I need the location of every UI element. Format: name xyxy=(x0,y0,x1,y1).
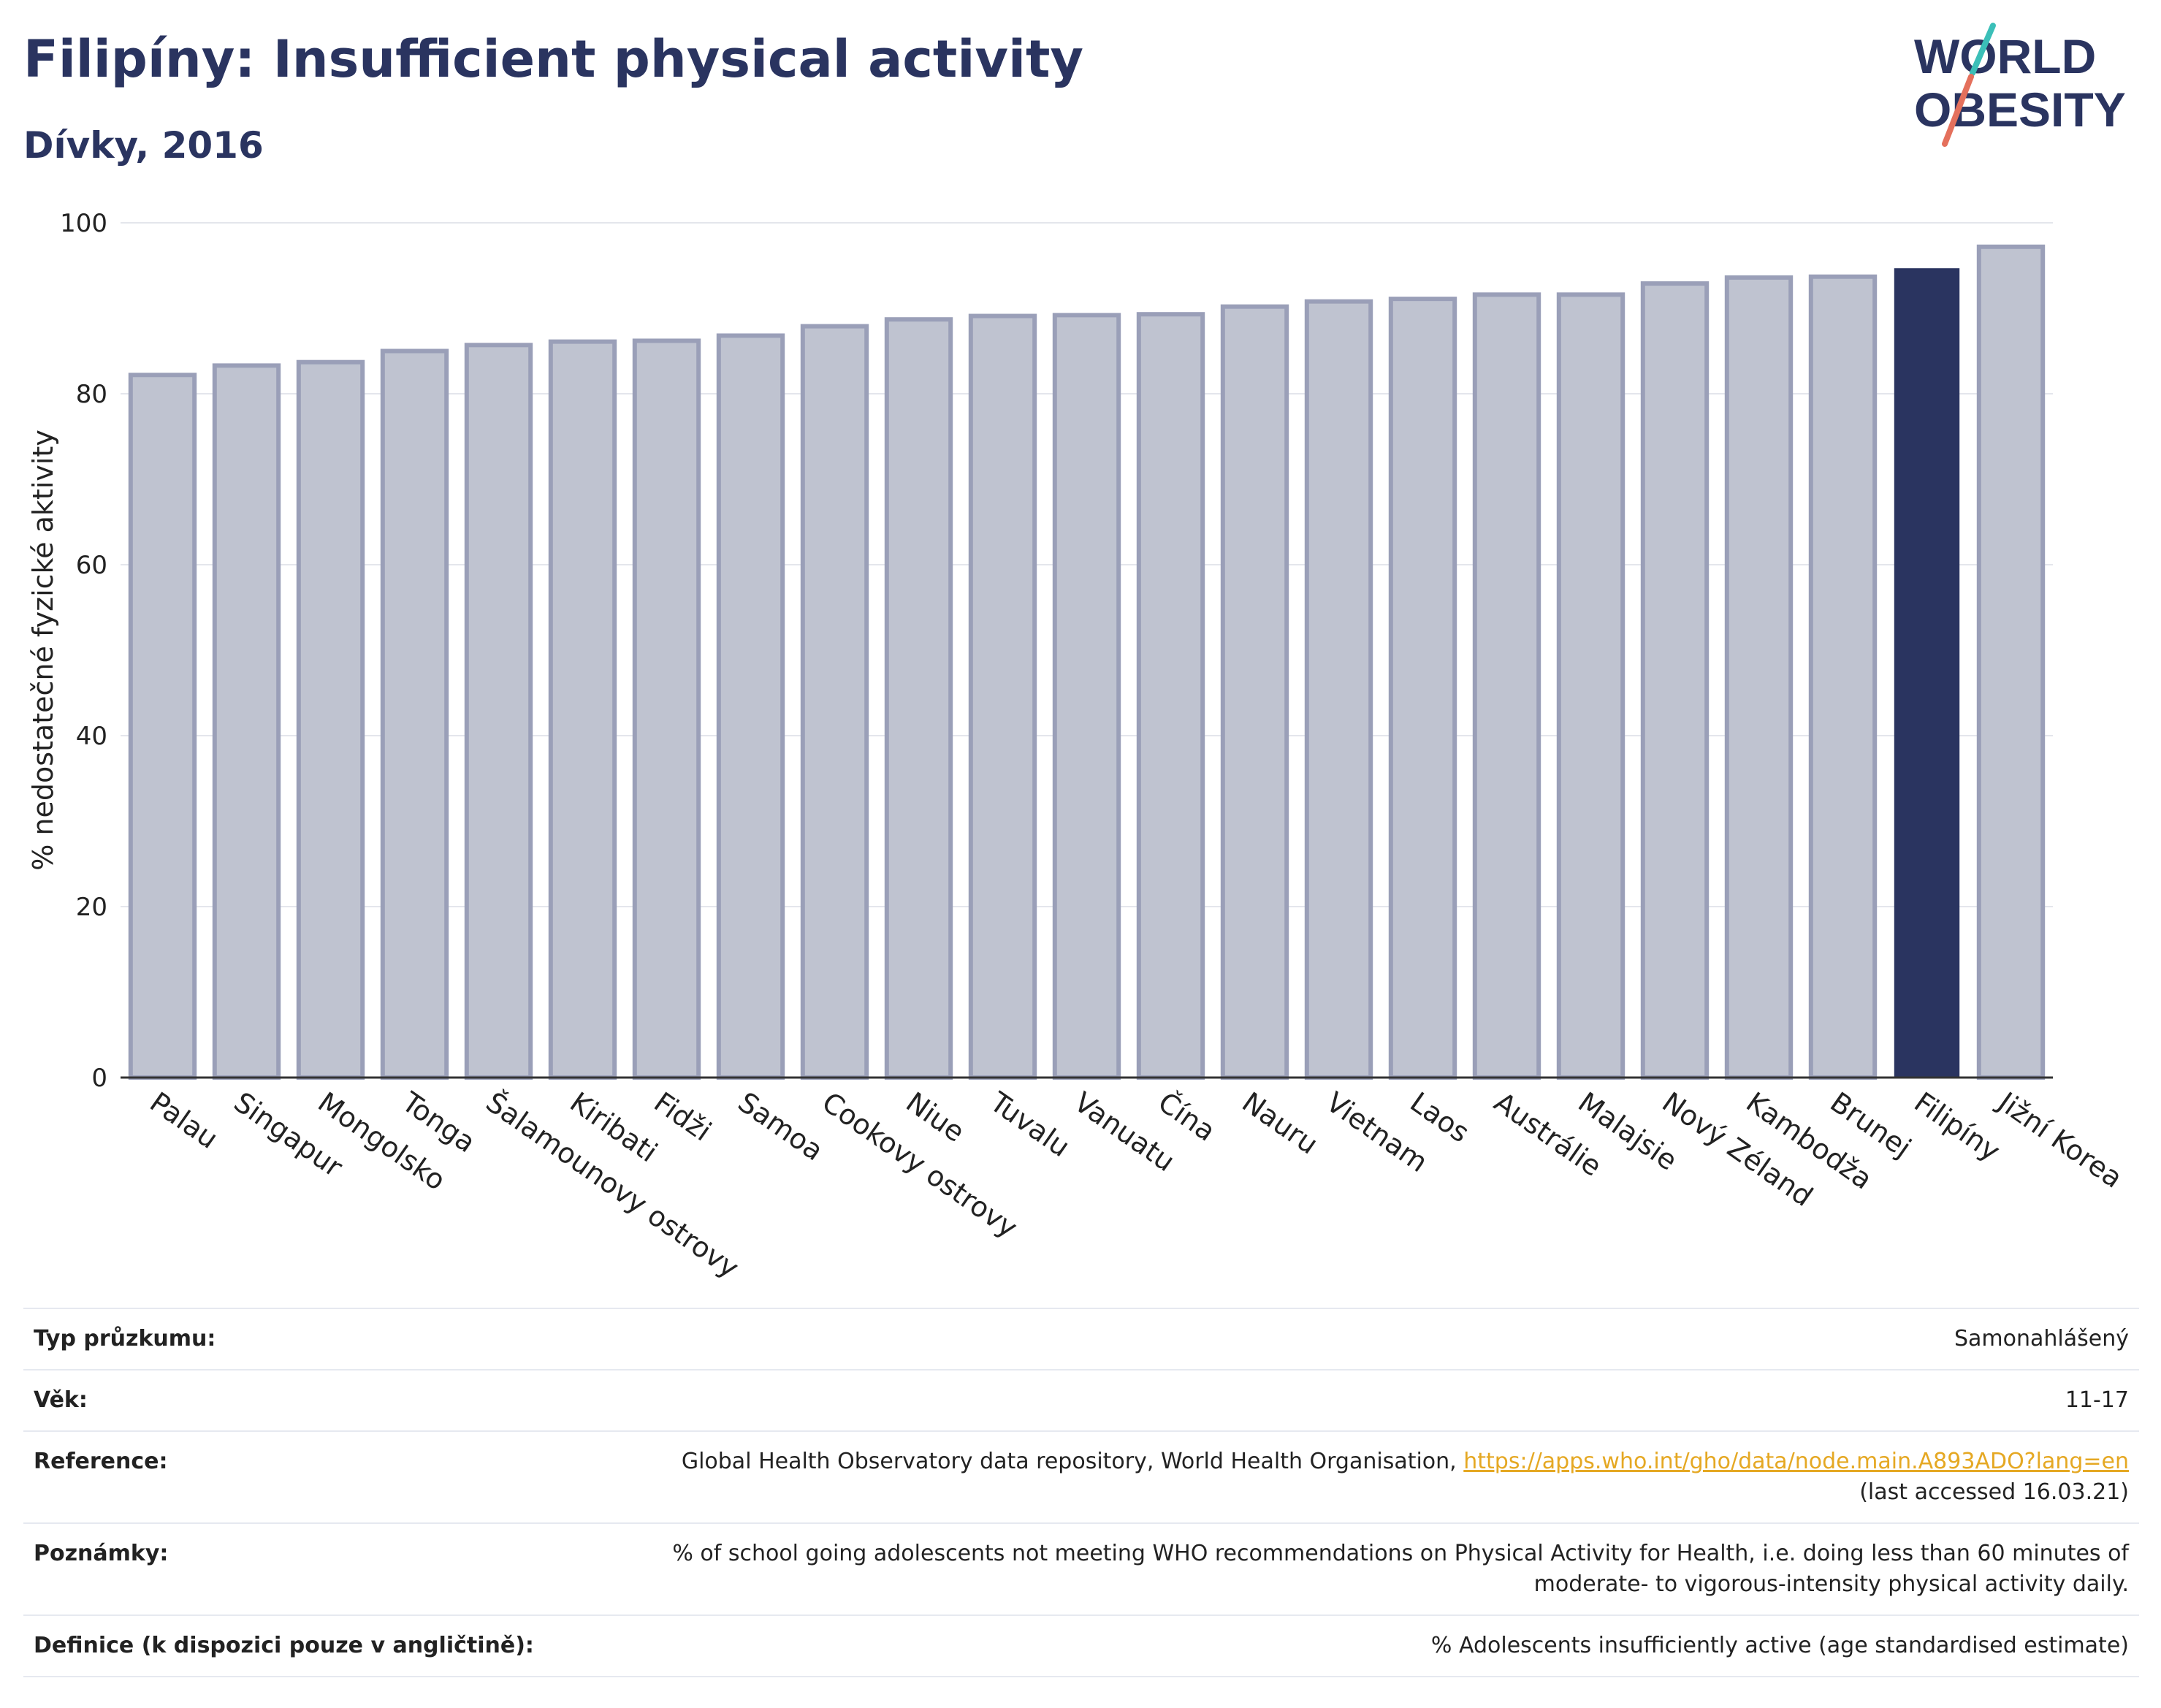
bar xyxy=(548,339,617,1080)
bar-highlight xyxy=(1894,268,1960,1078)
logo-text-world: WORLD xyxy=(1914,29,2096,83)
info-row-age: Věk: 11-17 xyxy=(23,1369,2139,1432)
bar xyxy=(380,348,449,1080)
logo-slash-bottom xyxy=(1942,74,1974,147)
world-obesity-logo: WORLD OBESITY xyxy=(1914,23,2126,147)
info-value: % of school going adolescents not meetin… xyxy=(570,1522,2139,1616)
info-value: Global Health Observatory data repositor… xyxy=(570,1430,2139,1524)
bar xyxy=(212,363,281,1080)
bar xyxy=(884,317,953,1080)
x-tick-label: Nauru xyxy=(1236,1086,1324,1160)
bar-chart: 0 20 40 60 80 100 % nedostatečné fyzické aktiv… xyxy=(27,209,2129,1278)
x-tick-label: Jižní Korea xyxy=(1992,1085,2129,1194)
x-tick-label: Palau xyxy=(144,1086,224,1155)
bar xyxy=(1220,304,1289,1080)
y-tick-label: 40 xyxy=(76,722,107,751)
bar xyxy=(1304,299,1373,1080)
reference-text: Global Health Observatory data repositor… xyxy=(681,1449,1457,1474)
bar xyxy=(1640,281,1710,1080)
x-tick-label: Tuvalu xyxy=(984,1086,1076,1164)
bar xyxy=(1724,275,1794,1080)
bar xyxy=(1976,244,2046,1080)
bar xyxy=(1136,312,1205,1080)
reference-link[interactable]: https://apps.who.int/gho/data/node.main.… xyxy=(1463,1449,2129,1474)
bar xyxy=(800,324,869,1080)
y-tick-label: 20 xyxy=(76,893,107,922)
bar xyxy=(1808,274,1878,1080)
notes-line-1: % of school going adolescents not meetin… xyxy=(672,1541,2129,1566)
info-value: % Adolescents insufficiently active (age… xyxy=(570,1614,2139,1677)
info-value: 11-17 xyxy=(570,1369,2139,1432)
info-label: Typ průzkumu: xyxy=(23,1308,570,1370)
info-label: Poznámky: xyxy=(23,1522,570,1616)
bar xyxy=(716,333,785,1080)
y-tick-label: 60 xyxy=(76,551,107,580)
x-tick-label: Filipíny xyxy=(1908,1086,2005,1167)
y-tick-label: 80 xyxy=(76,380,107,409)
info-row-survey: Typ průzkumu: Samonahlášený xyxy=(23,1308,2139,1370)
chart-title: Filipíny: Insufficient physical activity xyxy=(23,29,1084,89)
bar xyxy=(464,343,533,1080)
info-row-reference: Reference: Global Health Observatory dat… xyxy=(23,1430,2139,1524)
info-row-definition: Definice (k dispozici pouze v angličtině… xyxy=(23,1614,2139,1677)
info-value: Samonahlášený xyxy=(570,1308,2139,1370)
bar xyxy=(128,373,197,1080)
bar xyxy=(1472,292,1541,1080)
y-tick-label: 0 xyxy=(91,1064,107,1093)
y-tick-label: 100 xyxy=(60,209,107,238)
info-label: Reference: xyxy=(23,1430,570,1524)
bar xyxy=(1388,297,1457,1080)
reference-accessed: (last accessed 16.03.21) xyxy=(1859,1479,2129,1505)
bar xyxy=(1052,313,1121,1080)
bar xyxy=(632,338,701,1080)
info-table: Typ průzkumu: Samonahlášený Věk: 11-17 R… xyxy=(23,1308,2139,1677)
bar xyxy=(968,313,1037,1080)
info-label: Věk: xyxy=(23,1369,570,1432)
info-label: Definice (k dispozici pouze v angličtině… xyxy=(23,1614,570,1677)
bar xyxy=(1556,292,1625,1080)
bar xyxy=(296,359,365,1080)
info-row-notes: Poznámky: % of school going adolescents … xyxy=(23,1522,2139,1616)
chart-subtitle: Dívky, 2016 xyxy=(23,124,264,167)
logo-slash-top xyxy=(1970,23,1996,76)
logo-text-obesity: OBESITY xyxy=(1914,83,2126,137)
x-tick-label: Samoa xyxy=(732,1086,829,1167)
y-axis-label: % nedostatečné fyzické aktivity xyxy=(27,430,59,871)
notes-line-2: moderate- to vigorous-intensity physical… xyxy=(1533,1571,2129,1597)
